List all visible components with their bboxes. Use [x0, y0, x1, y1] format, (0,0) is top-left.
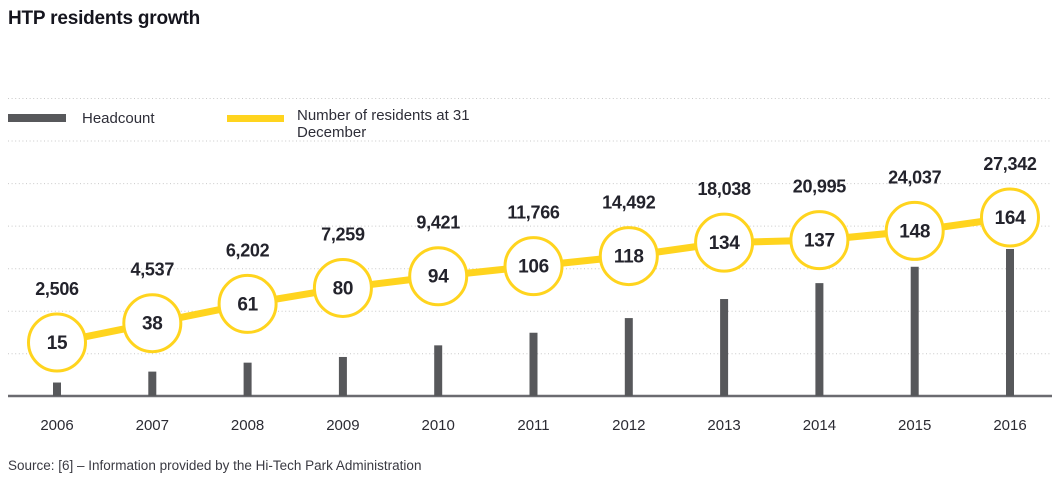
- x-axis-label-2011: 2011: [517, 417, 549, 434]
- legend-label-headcount: Headcount: [82, 110, 155, 127]
- headcount-bar-2007: [148, 371, 157, 396]
- residents-value-2011: 106: [518, 257, 549, 278]
- residents-value-2014: 137: [804, 231, 835, 252]
- residents-marker-2008: [217, 273, 278, 334]
- residents-marker-2011: [503, 236, 564, 297]
- x-axis-label-2009: 2009: [326, 417, 359, 434]
- x-axis-label-2016: 2016: [993, 417, 1026, 434]
- headcount-bar-2014: [815, 283, 824, 396]
- x-axis-label-2006: 2006: [40, 417, 73, 434]
- chart-svg: 2006 2007 2008 2009 2010 2011 2012 2013 2014 2015…: [8, 98, 1052, 434]
- residents-value-2013: 134: [709, 233, 741, 254]
- headcount-value-2013: 18,038: [697, 179, 751, 199]
- headcount-value-2015: 24,037: [888, 167, 942, 187]
- residents-value-2010: 94: [428, 267, 449, 288]
- x-axis-label-2007: 2007: [136, 417, 169, 434]
- residents-marker-2010: [408, 246, 469, 307]
- chart-title: HTP residents growth: [8, 8, 201, 29]
- headcount-value-2014: 20,995: [793, 177, 847, 197]
- headcount-value-2011: 11,766: [507, 203, 560, 223]
- source-note: Source: [6] – Information provided by th…: [8, 458, 422, 473]
- legend-label-residents: Number of residents at 31 December: [297, 107, 470, 141]
- headcount-value-2007: 4,537: [131, 260, 175, 280]
- residents-value-2007: 38: [142, 314, 163, 335]
- headcount-bar-2011: [529, 332, 538, 396]
- headcount-value-2008: 6,202: [226, 240, 270, 260]
- x-axis-label-2008: 2008: [231, 417, 264, 434]
- residents-marker-2016: [980, 187, 1040, 248]
- headcount-bar-2015: [910, 266, 919, 396]
- residents-marker-2006: [27, 312, 87, 373]
- residents-marker-2015: [884, 200, 945, 261]
- headcount-bar-2009: [338, 356, 347, 396]
- x-axis-label-2012: 2012: [612, 417, 645, 434]
- residents-value-2009: 80: [333, 278, 354, 299]
- residents-marker-2013: [694, 212, 755, 273]
- headcount-bar-2012: [624, 318, 633, 396]
- headcount-value-2016: 27,342: [983, 154, 1037, 174]
- chart-plot-area: 2006 2007 2008 2009 2010 2011 2012 2013 2014 2015…: [8, 98, 1052, 440]
- residents-marker-2009: [312, 257, 373, 318]
- x-axis-label-2013: 2013: [707, 417, 740, 434]
- headcount-bar-2008: [243, 362, 252, 396]
- chart-legend: Headcount Number of residents at 31 Dece…: [0, 52, 1064, 141]
- headcount-bar-2013: [720, 299, 729, 396]
- residents-marker-2014: [789, 210, 850, 271]
- x-axis-label-2014: 2014: [803, 417, 836, 434]
- residents-value-2012: 118: [614, 247, 644, 268]
- residents-marker-2007: [122, 293, 183, 354]
- headcount-value-2012: 14,492: [602, 193, 656, 213]
- residents-value-2006: 15: [47, 333, 68, 354]
- headcount-value-2009: 7,259: [321, 224, 365, 244]
- headcount-bar-2010: [434, 345, 443, 396]
- x-axis-label-2015: 2015: [898, 417, 931, 434]
- headcount-bar-swatch: [8, 114, 66, 122]
- residents-value-2008: 61: [237, 294, 258, 315]
- residents-line-swatch: [227, 115, 284, 122]
- headcount-bar-2016: [1006, 249, 1014, 396]
- x-axis-label-2010: 2010: [422, 417, 455, 434]
- residents-marker-2012: [598, 226, 659, 287]
- residents-value-2015: 148: [899, 221, 930, 242]
- residents-value-2016: 164: [995, 208, 1027, 229]
- headcount-value-2010: 9,421: [416, 213, 460, 233]
- headcount-bar-2006: [53, 382, 61, 396]
- headcount-value-2006: 2,506: [35, 279, 79, 299]
